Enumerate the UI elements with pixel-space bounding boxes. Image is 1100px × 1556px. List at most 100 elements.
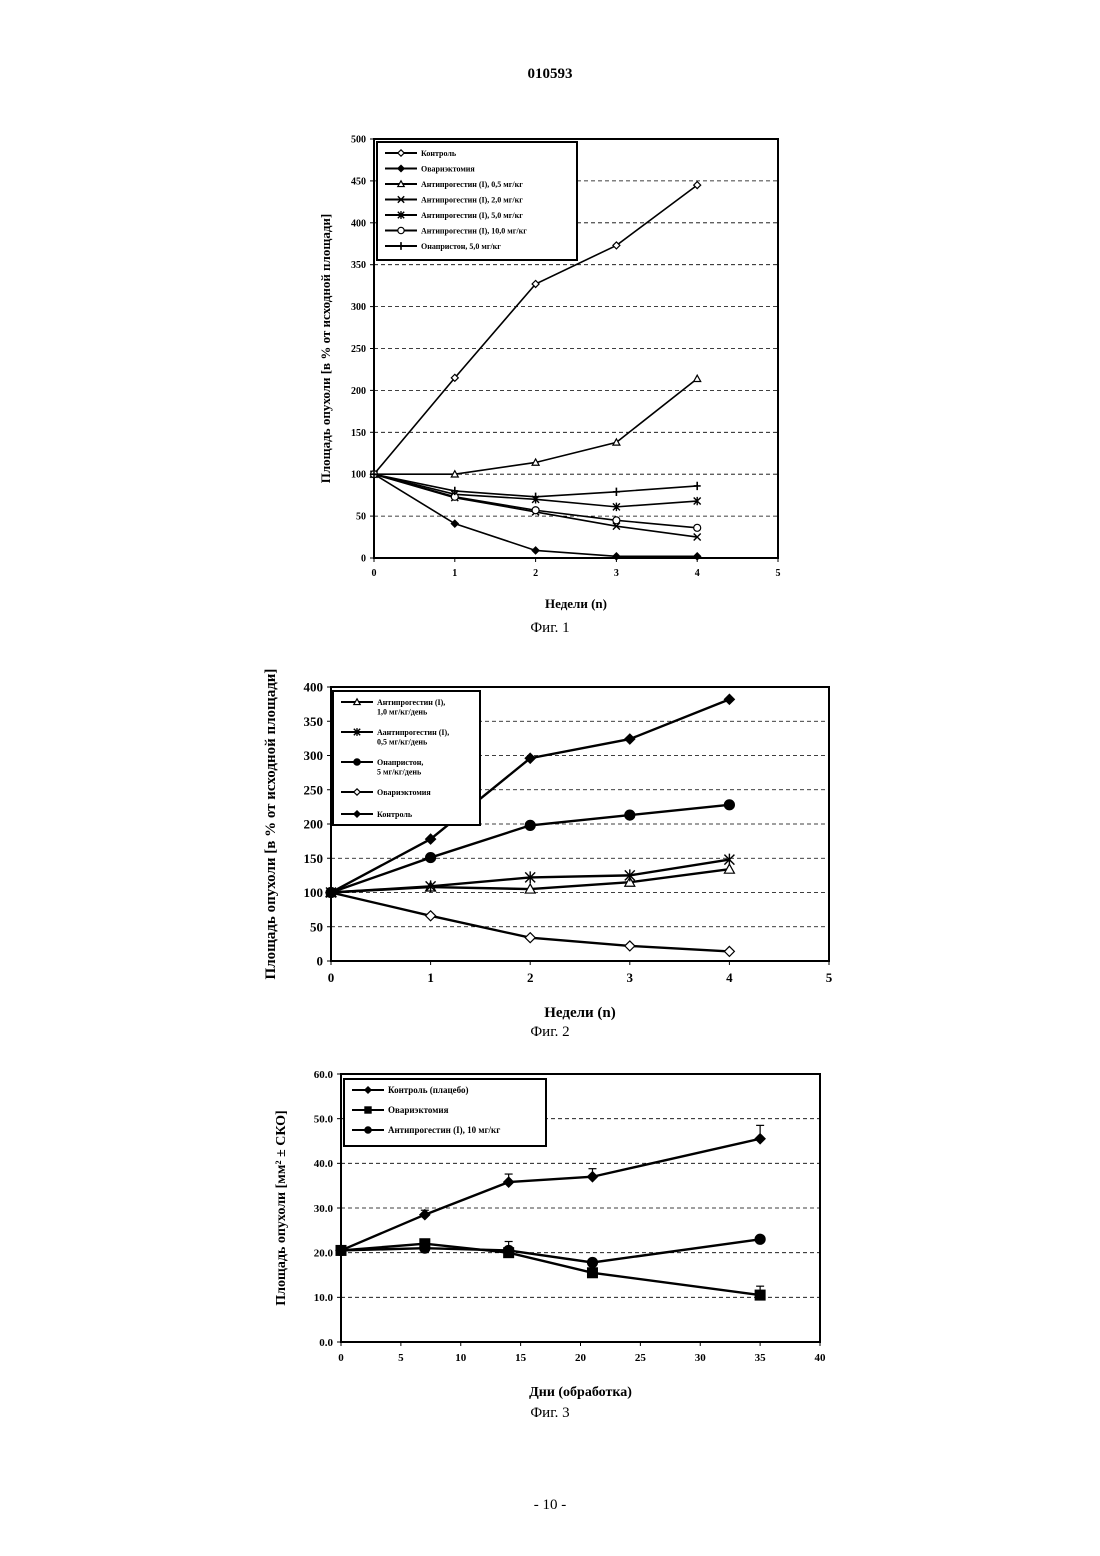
legend-label: 0,5 мг/кг/день (377, 738, 428, 747)
x-tick-label: 15 (515, 1352, 527, 1364)
data-point (613, 517, 620, 524)
x-axis-label: Дни (обработка) (529, 1385, 632, 1400)
legend-item-2: Овариэктомия (352, 1105, 449, 1115)
y-tick-label: 350 (304, 714, 324, 729)
y-tick-label: 450 (351, 176, 366, 187)
y-tick-label: 40.0 (314, 1158, 334, 1170)
x-tick-label: 10 (455, 1352, 467, 1364)
series-line (341, 1244, 760, 1295)
legend-label: Антипрогестин (I), 10,0 мг/кг (421, 227, 527, 236)
y-axis-label: Площадь опухоли [в % от исходной площади… (263, 669, 279, 980)
legend-label: Овариэктомия (388, 1105, 449, 1115)
legend-label: Антипрогестин (I), 0,5 мг/кг (421, 180, 523, 189)
legend-label: Контроль (плацебо) (388, 1085, 469, 1095)
chart-2: 050100150200250300350400012345Недели (n)… (263, 669, 833, 1021)
legend-label: 5 мг/кг/день (377, 768, 422, 777)
y-tick-label: 400 (351, 218, 366, 229)
legend-label: Контроль (421, 149, 457, 158)
x-tick-label: 2 (533, 568, 538, 579)
figures-canvas: 050100150200250300350400450500012345Неде… (0, 0, 1100, 1556)
data-point (613, 488, 620, 496)
x-tick-label: 5 (398, 1352, 404, 1364)
figure-1-caption: Фиг. 1 (0, 620, 1100, 637)
legend-marker (354, 759, 360, 765)
data-point (587, 1268, 597, 1278)
figure-2-caption: Фиг. 2 (0, 1024, 1100, 1041)
chart-1: 050100150200250300350400450500012345Неде… (318, 135, 781, 612)
x-tick-label: 1 (452, 568, 457, 579)
x-tick-label: 1 (427, 970, 434, 985)
data-point (532, 547, 539, 554)
y-tick-label: 100 (304, 885, 324, 900)
legend: Контроль Овариэктомия Антипрогестин (I), 0… (377, 142, 577, 260)
data-point (504, 1177, 514, 1187)
legend: Антипрогестин (I),1,0 мг/кг/деньАантипро… (333, 691, 480, 825)
data-point (625, 734, 635, 744)
page-footer: - 10 - (0, 1497, 1100, 1514)
x-tick-label: 5 (826, 970, 833, 985)
y-tick-label: 50 (310, 919, 323, 934)
data-point (532, 507, 539, 514)
chart-3: 0.010.020.030.040.050.060.00510152025303… (274, 1069, 826, 1400)
data-point (525, 933, 535, 943)
x-tick-label: 25 (635, 1352, 647, 1364)
legend-label: Антипрогестин (I), 2,0 мг/кг (421, 196, 523, 205)
legend-label: Овариэктомия (421, 165, 475, 174)
x-tick-label: 4 (695, 568, 700, 579)
data-point (694, 524, 701, 531)
series-4 (326, 888, 734, 957)
y-tick-label: 200 (351, 386, 366, 397)
x-tick-label: 40 (815, 1352, 827, 1364)
y-tick-label: 60.0 (314, 1069, 334, 1081)
y-tick-label: 100 (351, 470, 366, 481)
y-tick-label: 0.0 (319, 1337, 333, 1349)
x-tick-label: 0 (328, 970, 335, 985)
series-4 (371, 471, 701, 541)
x-tick-label: 35 (755, 1352, 767, 1364)
x-axis-label: Недели (n) (544, 1005, 616, 1021)
data-point (755, 1290, 765, 1300)
y-tick-label: 250 (304, 782, 324, 797)
data-point (587, 1172, 597, 1182)
legend-label: Антипрогестин (I), 5,0 мг/кг (421, 211, 523, 220)
figure-3-caption: Фиг. 3 (0, 1405, 1100, 1422)
y-tick-label: 500 (351, 135, 366, 146)
data-point (694, 375, 701, 381)
y-tick-label: 0 (361, 554, 366, 565)
legend-label: Онапристон, 5,0 мг/кг (421, 242, 501, 251)
data-point (587, 1257, 597, 1267)
data-point (336, 1245, 346, 1255)
legend-label: Антипрогестин (I), (377, 698, 445, 707)
x-tick-label: 4 (726, 970, 733, 985)
legend-label: Онапристон, (377, 758, 423, 767)
y-tick-label: 50.0 (314, 1114, 334, 1126)
y-tick-label: 150 (304, 851, 324, 866)
y-tick-label: 250 (351, 344, 366, 355)
data-point (724, 800, 734, 810)
legend-marker (365, 1127, 371, 1133)
data-point (504, 1245, 514, 1255)
legend-label: Аантипрогестин (I), (377, 728, 449, 737)
x-tick-label: 0 (372, 568, 377, 579)
y-tick-label: 400 (304, 680, 324, 695)
data-point (724, 694, 734, 704)
y-axis-label: Площадь опухоли [мм² ± СКО] (274, 1110, 289, 1305)
x-tick-label: 3 (627, 970, 634, 985)
legend-label: Овариэктомия (377, 788, 431, 797)
y-tick-label: 20.0 (314, 1248, 334, 1260)
data-point (724, 946, 734, 956)
legend-marker (365, 1107, 371, 1113)
x-tick-label: 2 (527, 970, 534, 985)
y-tick-label: 50 (356, 512, 366, 523)
x-tick-label: 20 (575, 1352, 587, 1364)
y-axis-label: Площадь опухоли [в % от исходной площади… (318, 214, 333, 483)
y-tick-label: 200 (304, 817, 324, 832)
x-tick-label: 5 (776, 568, 781, 579)
data-point (420, 1243, 430, 1253)
y-tick-label: 350 (351, 260, 366, 271)
x-tick-label: 0 (338, 1352, 344, 1364)
y-tick-label: 10.0 (314, 1292, 334, 1304)
series-line (341, 1239, 760, 1262)
x-tick-label: 30 (695, 1352, 707, 1364)
legend: Контроль (плацебо)ОвариэктомияАнтипрогес… (344, 1079, 546, 1146)
